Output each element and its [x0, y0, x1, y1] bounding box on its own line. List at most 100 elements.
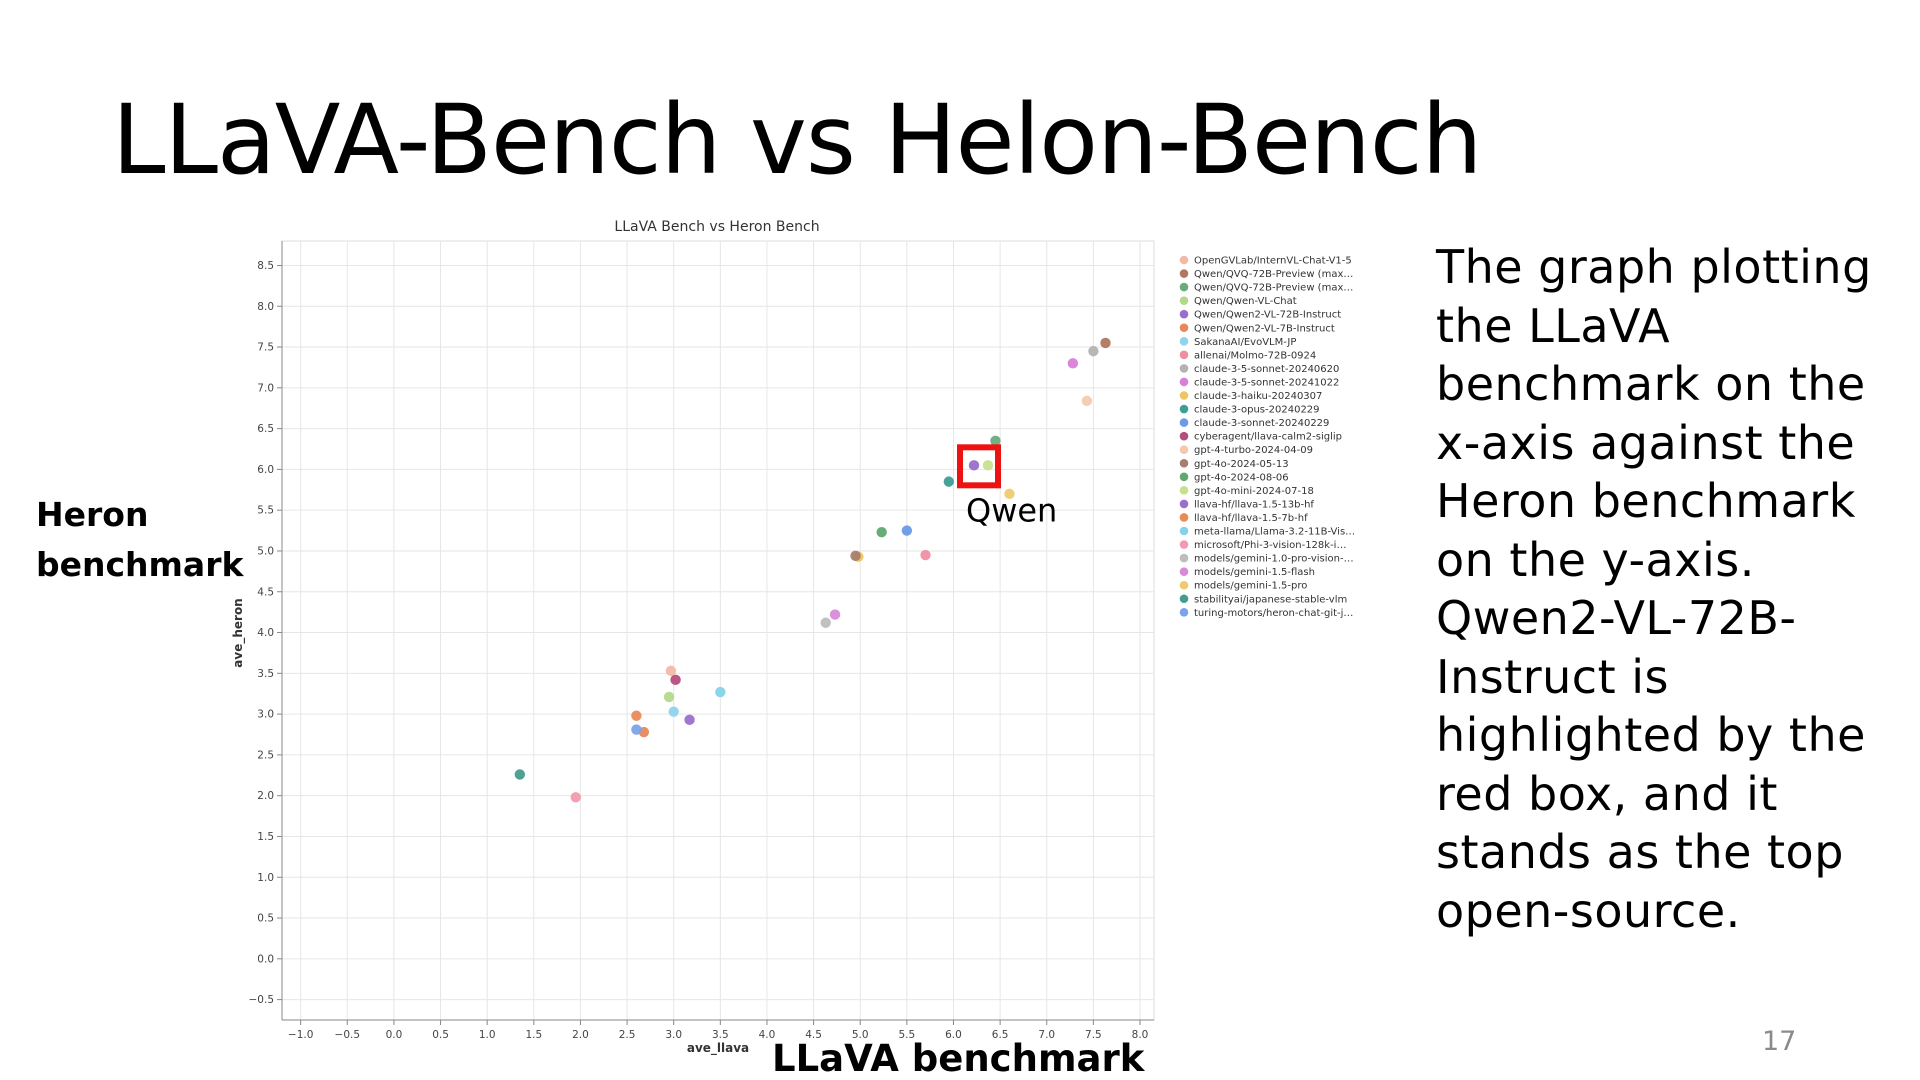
legend-label: Qwen/Qwen2-VL-72B-Instruct	[1194, 310, 1341, 321]
x-tick-label: 4.0	[759, 1029, 776, 1041]
data-points	[514, 337, 1111, 803]
legend-swatch	[1179, 391, 1189, 400]
legend-label: gpt-4o-2024-08-06	[1194, 472, 1289, 483]
legend-swatch	[1179, 594, 1189, 604]
legend-label: cyberagent/llava-calm2-siglip	[1194, 432, 1342, 443]
legend-label: models/gemini-1.5-pro	[1194, 581, 1307, 592]
legend-swatch	[1179, 350, 1189, 360]
legend-label: Qwen/Qwen2-VL-7B-Instruct	[1194, 323, 1335, 334]
legend-label: meta-llama/Llama-3.2-11B-Vis…	[1194, 527, 1355, 538]
y-tick-label: 7.5	[257, 342, 274, 354]
data-point	[982, 460, 994, 471]
page-number: 17	[1762, 1026, 1797, 1057]
y-tick-label: 6.5	[257, 423, 274, 435]
legend-label: models/gemini-1.5-flash	[1194, 567, 1315, 578]
x-tick-label: −1.0	[288, 1029, 314, 1041]
legend: OpenGVLab/InternVL-Chat-V1-5 Qwen/QVQ-72B…	[1179, 255, 1355, 619]
scatter-chart: LLaVA Bench vs Heron Bench −1.0 −0.5 0.0 0.…	[231, 219, 1355, 1056]
y-tick-label: −0.5	[249, 994, 275, 1006]
legend-swatch	[1179, 404, 1189, 414]
x-tick-label: 7.0	[1038, 1029, 1055, 1041]
x-tick-label: −0.5	[335, 1029, 361, 1041]
data-point	[990, 435, 1001, 447]
x-tick-label: 0.5	[432, 1029, 449, 1041]
y-tick-label: 1.0	[257, 872, 274, 884]
legend-swatch	[1179, 472, 1189, 482]
legend-label: claude-3-opus-20240229	[1194, 405, 1320, 416]
legend-swatch	[1179, 323, 1189, 333]
legend-swatch	[1179, 513, 1189, 522]
y-tick-label: 0.5	[257, 913, 274, 925]
data-point	[850, 550, 861, 562]
legend-label: microsoft/Phi-3-vision-128k-i…	[1194, 540, 1346, 551]
legend-label: claude-3-5-sonnet-20240620	[1194, 364, 1339, 375]
y-tick-label: 8.0	[257, 301, 274, 313]
y-tick-label: 4.0	[257, 627, 274, 639]
data-point	[820, 617, 831, 628]
y-tick-label: 3.0	[257, 709, 274, 721]
legend-swatch	[1179, 580, 1189, 590]
data-point	[663, 691, 675, 703]
data-point	[968, 460, 980, 471]
x-tick-label: 8.0	[1132, 1029, 1149, 1041]
legend-swatch	[1179, 418, 1189, 427]
x-axis-title: ave_llava	[687, 1041, 749, 1056]
y-tick-label: 0.0	[257, 953, 274, 965]
legend-label: Qwen/Qwen-VL-Chat	[1194, 296, 1297, 307]
legend-label: claude-3-5-sonnet-20241022	[1194, 377, 1339, 388]
x-tick-label: 6.5	[992, 1029, 1009, 1041]
data-point	[1004, 488, 1015, 500]
data-point	[715, 686, 726, 698]
y-axis-title: ave_heron	[231, 598, 246, 667]
legend-swatch	[1179, 526, 1189, 536]
legend-swatch	[1179, 282, 1189, 292]
x-tick-label: 5.0	[852, 1029, 869, 1041]
legend-label: turing-motors/heron-chat-git-j…	[1194, 608, 1353, 619]
y-tick-label: 7.0	[257, 382, 274, 394]
data-point	[631, 724, 642, 735]
y-tick-label: 4.5	[257, 586, 274, 598]
x-tick-label: 3.5	[712, 1029, 729, 1041]
data-point	[514, 769, 526, 780]
data-point	[829, 609, 841, 620]
y-caption-line-1: Heron	[36, 495, 149, 534]
description-text: The graph plotting the LLaVA benchmark o…	[1436, 240, 1872, 938]
x-tick-label: 1.5	[525, 1029, 542, 1041]
data-point	[631, 710, 642, 721]
legend-label: models/gemini-1.0-pro-vision-…	[1194, 554, 1354, 565]
y-tick-label: 1.5	[257, 831, 274, 843]
legend-label: llava-hf/llava-1.5-7b-hf	[1194, 513, 1308, 524]
data-point	[570, 792, 581, 803]
legend-swatch	[1179, 486, 1189, 495]
data-point	[920, 549, 931, 561]
y-tick-label: 5.5	[257, 505, 274, 517]
x-tick-label: 0.0	[386, 1029, 403, 1041]
legend-label: Qwen/QVQ-72B-Preview (max…	[1194, 269, 1353, 280]
legend-label: gpt-4-turbo-2024-04-09	[1194, 445, 1313, 456]
legend-swatch	[1179, 553, 1189, 563]
x-tick-label: 3.0	[665, 1029, 682, 1041]
legend-label: OpenGVLab/InternVL-Chat-V1-5	[1194, 256, 1352, 267]
legend-swatch	[1179, 269, 1189, 278]
data-point	[684, 714, 695, 726]
slide-title: LLaVA-Bench vs Helon-Bench	[112, 84, 1482, 196]
y-tick-label: 2.0	[257, 790, 274, 802]
highlight-layer: Qwen	[957, 444, 1057, 529]
legend-swatch	[1179, 255, 1189, 265]
x-tick-label: 2.0	[572, 1029, 589, 1041]
legend-swatch	[1179, 567, 1189, 576]
axes: −1.0 −0.5 0.0 0.5 1.0 1.5 2.0 2.5 3.0 3.5 4.0 4.5 5.…	[249, 241, 1154, 1041]
x-tick-label: 1.0	[479, 1029, 496, 1041]
data-point	[1067, 358, 1079, 369]
data-point	[1081, 395, 1093, 407]
plot-frame	[281, 240, 1155, 1021]
x-tick-label: 5.5	[899, 1029, 916, 1041]
data-point	[943, 476, 955, 487]
legend-swatch	[1179, 608, 1189, 617]
y-axis-caption: Heron benchmark	[36, 490, 243, 590]
legend-swatch	[1179, 309, 1189, 319]
highlight-label: Qwen	[966, 491, 1057, 529]
y-tick-label: 5.0	[257, 545, 274, 557]
x-tick-label: 7.5	[1085, 1029, 1102, 1041]
y-tick-label: 8.5	[257, 260, 274, 272]
